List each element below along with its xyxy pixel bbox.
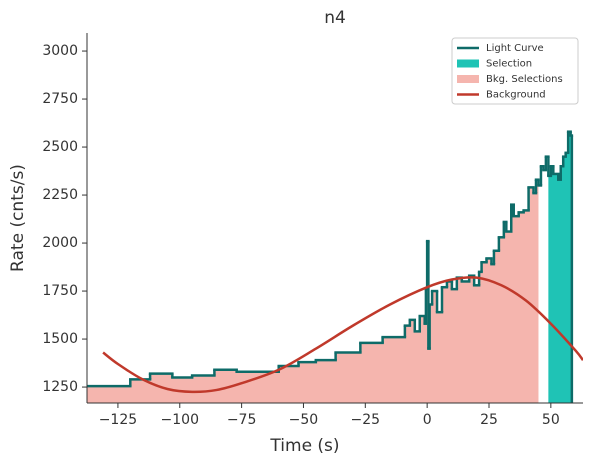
- legend-label: Background: [486, 90, 546, 101]
- chart-title: n4: [324, 8, 346, 28]
- x-tick-label: −125: [99, 412, 137, 428]
- legend-label: Bkg. Selections: [486, 74, 563, 85]
- y-tick-label: 2500: [42, 139, 78, 155]
- selection-area: [548, 131, 572, 403]
- y-tick-label: 2000: [42, 235, 78, 251]
- legend-label: Light Curve: [486, 43, 544, 54]
- x-tick-label: −75: [227, 412, 257, 428]
- x-tick-label: −50: [289, 412, 319, 428]
- y-axis-label: Rate (cnts/s): [8, 164, 28, 272]
- y-tick-label: 1250: [42, 379, 78, 395]
- legend-swatch: [457, 75, 479, 83]
- plot-area: [87, 130, 583, 403]
- x-tick-label: 50: [542, 412, 560, 428]
- legend-label: Selection: [486, 59, 532, 70]
- x-tick-label: −100: [161, 412, 199, 428]
- x-tick-label: 0: [423, 412, 432, 428]
- y-tick-label: 2250: [42, 187, 78, 203]
- legend-swatch: [457, 59, 479, 68]
- bkg-selection-area: [87, 179, 539, 403]
- legend-box: [451, 37, 579, 105]
- x-tick-label: −25: [351, 412, 381, 428]
- y-tick-label: 1750: [42, 283, 78, 299]
- y-tick-label: 3000: [42, 43, 78, 59]
- x-axis-label: Time (s): [269, 436, 339, 456]
- x-tick-label: 25: [480, 412, 498, 428]
- y-tick-label: 1500: [42, 331, 78, 347]
- background-line: [102, 276, 583, 394]
- y-tick-label: 2750: [42, 91, 78, 107]
